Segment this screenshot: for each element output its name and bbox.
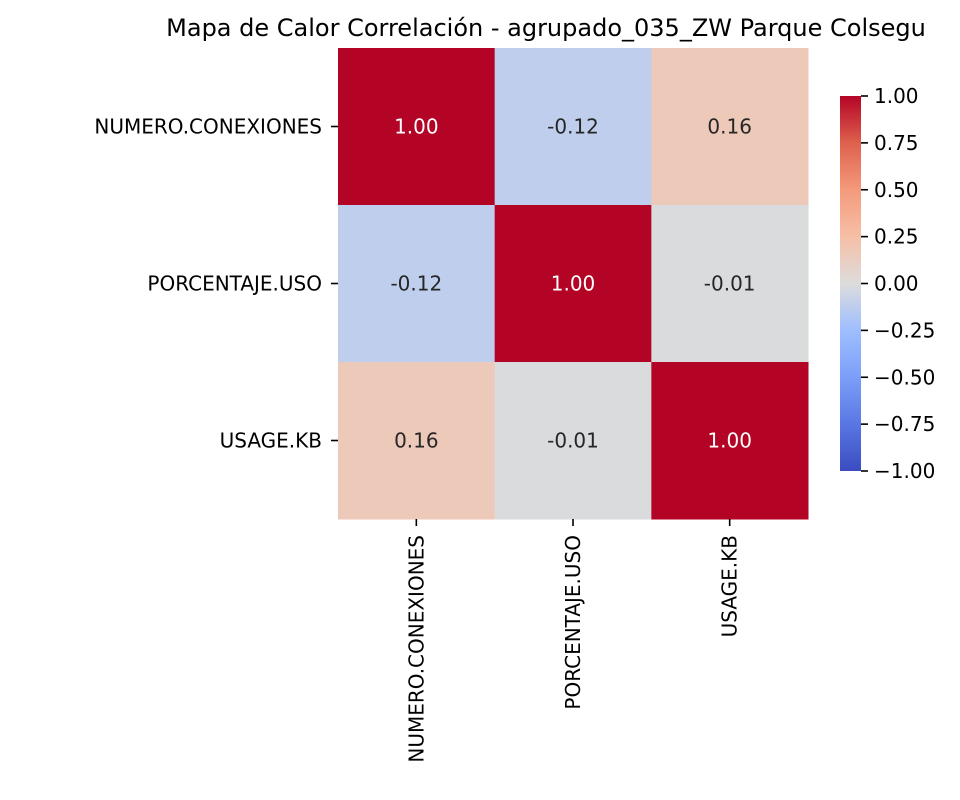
- x-tick-label: PORCENTAJE.USO: [561, 535, 585, 710]
- x-tick-label: USAGE.KB: [718, 535, 742, 637]
- heatmap-cell: [651, 362, 809, 520]
- y-tick-label: NUMERO.CONEXIONES: [94, 115, 322, 139]
- colorbar-tick-label: 0.25: [874, 225, 919, 249]
- x-tick-label: NUMERO.CONEXIONES: [404, 535, 428, 763]
- colorbar-tick-label: 0.50: [874, 178, 919, 202]
- cell-annotation: 1.00: [394, 115, 439, 139]
- heatmap-cell: [338, 48, 496, 206]
- colorbar: 1.00 0.75 0.50 0.25 0.00 −0.25 −0.50 −0.75 −1.00: [840, 84, 935, 483]
- y-axis-tick-labels: NUMERO.CONEXIONES PORCENTAJE.USO USAGE.KB: [94, 115, 338, 453]
- heatmap-cell: [494, 48, 652, 206]
- colorbar-ticks: 1.00 0.75 0.50 0.25 0.00 −0.25 −0.50 −0.75 −1.00: [861, 84, 935, 483]
- colorbar-tick-label: 0.00: [874, 272, 919, 296]
- x-axis-tick-labels: NUMERO.CONEXIONES PORCENTAJE.USO USAGE.KB: [404, 519, 742, 763]
- heatmap-annotations: 1.00 -0.12 0.16 -0.12 1.00 -0.01 0.16 -0.01 1.00: [390, 115, 755, 453]
- colorbar-gradient: [840, 96, 861, 471]
- chart-title: Mapa de Calor Correlación - agrupado_035…: [166, 14, 926, 42]
- cell-annotation: -0.01: [547, 429, 599, 453]
- cell-annotation: 1.00: [551, 272, 596, 296]
- cell-annotation: 1.00: [707, 429, 752, 453]
- heatmap-cells: [338, 48, 809, 520]
- colorbar-tick-label: −0.25: [874, 318, 935, 342]
- y-tick-label: PORCENTAJE.USO: [147, 272, 322, 296]
- heatmap-cell: [338, 362, 496, 520]
- colorbar-tick-label: 1.00: [874, 84, 919, 108]
- y-tick-label: USAGE.KB: [220, 429, 322, 453]
- cell-annotation: -0.01: [704, 272, 756, 296]
- colorbar-tick-label: 0.75: [874, 131, 919, 155]
- heatmap-cell: [494, 362, 652, 520]
- heatmap-cell: [651, 205, 809, 363]
- heatmap-cell: [494, 205, 652, 363]
- cell-annotation: -0.12: [547, 115, 599, 139]
- heatmap-cell: [338, 205, 496, 363]
- colorbar-tick-label: −0.75: [874, 412, 935, 436]
- cell-annotation: 0.16: [394, 429, 439, 453]
- cell-annotation: -0.12: [390, 272, 442, 296]
- colorbar-tick-label: −0.50: [874, 365, 935, 389]
- cell-annotation: 0.16: [707, 115, 752, 139]
- heatmap-cell: [651, 48, 809, 206]
- colorbar-tick-label: −1.00: [874, 459, 935, 483]
